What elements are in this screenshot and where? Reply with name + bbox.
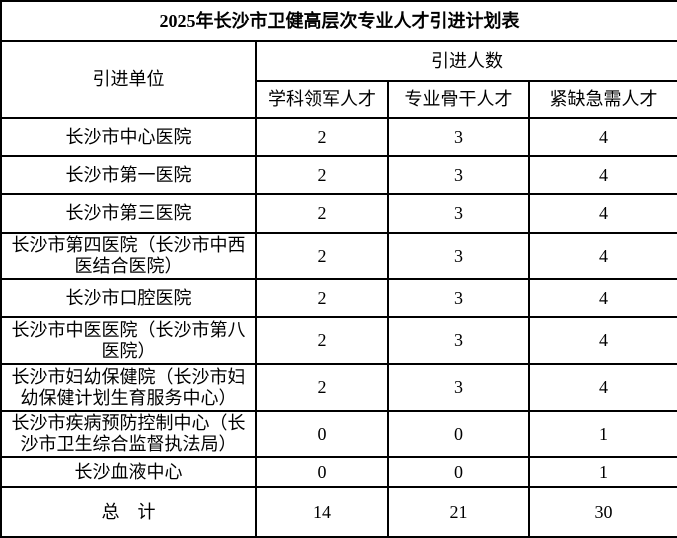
unit-cell: 长沙市中医医院（长沙市第八医院） xyxy=(0,316,257,365)
header-count-group: 引进人数 xyxy=(255,40,677,82)
value-cell: 2 xyxy=(255,278,389,318)
header-urgently-needed: 紧缺急需人才 xyxy=(528,80,677,119)
total-label: 总 计 xyxy=(0,486,257,538)
total-value-cell: 30 xyxy=(528,486,677,538)
value-cell: 3 xyxy=(387,117,530,157)
table-row: 长沙血液中心 0 0 1 xyxy=(0,456,677,488)
unit-cell: 长沙市第三医院 xyxy=(0,193,257,234)
value-cell: 0 xyxy=(387,456,530,488)
value-cell: 0 xyxy=(255,410,389,458)
unit-cell: 长沙市妇幼保健院（长沙市妇幼保健计划生育服务中心） xyxy=(0,363,257,412)
value-cell: 1 xyxy=(528,410,677,458)
value-cell: 2 xyxy=(255,363,389,412)
table-row: 长沙市中医医院（长沙市第八医院） 2 3 4 xyxy=(0,316,677,365)
value-cell: 1 xyxy=(528,456,677,488)
value-cell: 4 xyxy=(528,363,677,412)
value-cell: 4 xyxy=(528,278,677,318)
unit-cell: 长沙市第四医院（长沙市中西医结合医院） xyxy=(0,232,257,280)
header-row-group: 引进单位 引进人数 xyxy=(0,40,677,119)
total-value-cell: 21 xyxy=(387,486,530,538)
header-unit-column: 引进单位 xyxy=(0,40,257,119)
table-row: 长沙市第三医院 2 3 4 xyxy=(0,193,677,234)
table-row: 长沙市妇幼保健院（长沙市妇幼保健计划生育服务中心） 2 3 4 xyxy=(0,363,677,412)
value-cell: 4 xyxy=(528,232,677,280)
value-cell: 2 xyxy=(255,316,389,365)
unit-cell: 长沙血液中心 xyxy=(0,456,257,488)
value-cell: 0 xyxy=(255,456,389,488)
table-row: 长沙市中心医院 2 3 4 xyxy=(0,117,677,157)
value-cell: 3 xyxy=(387,316,530,365)
header-subject-leader: 学科领军人才 xyxy=(255,80,389,119)
value-cell: 3 xyxy=(387,363,530,412)
value-cell: 3 xyxy=(387,193,530,234)
value-cell: 3 xyxy=(387,232,530,280)
value-cell: 4 xyxy=(528,117,677,157)
value-cell: 3 xyxy=(387,155,530,195)
total-row: 总 计 14 21 30 xyxy=(0,486,677,538)
value-cell: 2 xyxy=(255,232,389,280)
table-row: 长沙市第一医院 2 3 4 xyxy=(0,155,677,195)
value-cell: 4 xyxy=(528,316,677,365)
value-cell: 4 xyxy=(528,155,677,195)
unit-cell: 长沙市疾病预防控制中心（长沙市卫生综合监督执法局） xyxy=(0,410,257,458)
value-cell: 0 xyxy=(387,410,530,458)
unit-cell: 长沙市中心医院 xyxy=(0,117,257,157)
unit-cell: 长沙市口腔医院 xyxy=(0,278,257,318)
unit-cell: 长沙市第一医院 xyxy=(0,155,257,195)
value-cell: 2 xyxy=(255,193,389,234)
value-cell: 2 xyxy=(255,117,389,157)
table-row: 长沙市第四医院（长沙市中西医结合医院） 2 3 4 xyxy=(0,232,677,280)
table-title: 2025年长沙市卫健高层次专业人才引进计划表 xyxy=(0,0,677,42)
value-cell: 4 xyxy=(528,193,677,234)
value-cell: 2 xyxy=(255,155,389,195)
table-row: 长沙市口腔医院 2 3 4 xyxy=(0,278,677,318)
value-cell: 3 xyxy=(387,278,530,318)
total-value-cell: 14 xyxy=(255,486,389,538)
table-row: 长沙市疾病预防控制中心（长沙市卫生综合监督执法局） 0 0 1 xyxy=(0,410,677,458)
title-row: 2025年长沙市卫健高层次专业人才引进计划表 xyxy=(0,0,677,42)
header-professional-backbone: 专业骨干人才 xyxy=(387,80,530,119)
